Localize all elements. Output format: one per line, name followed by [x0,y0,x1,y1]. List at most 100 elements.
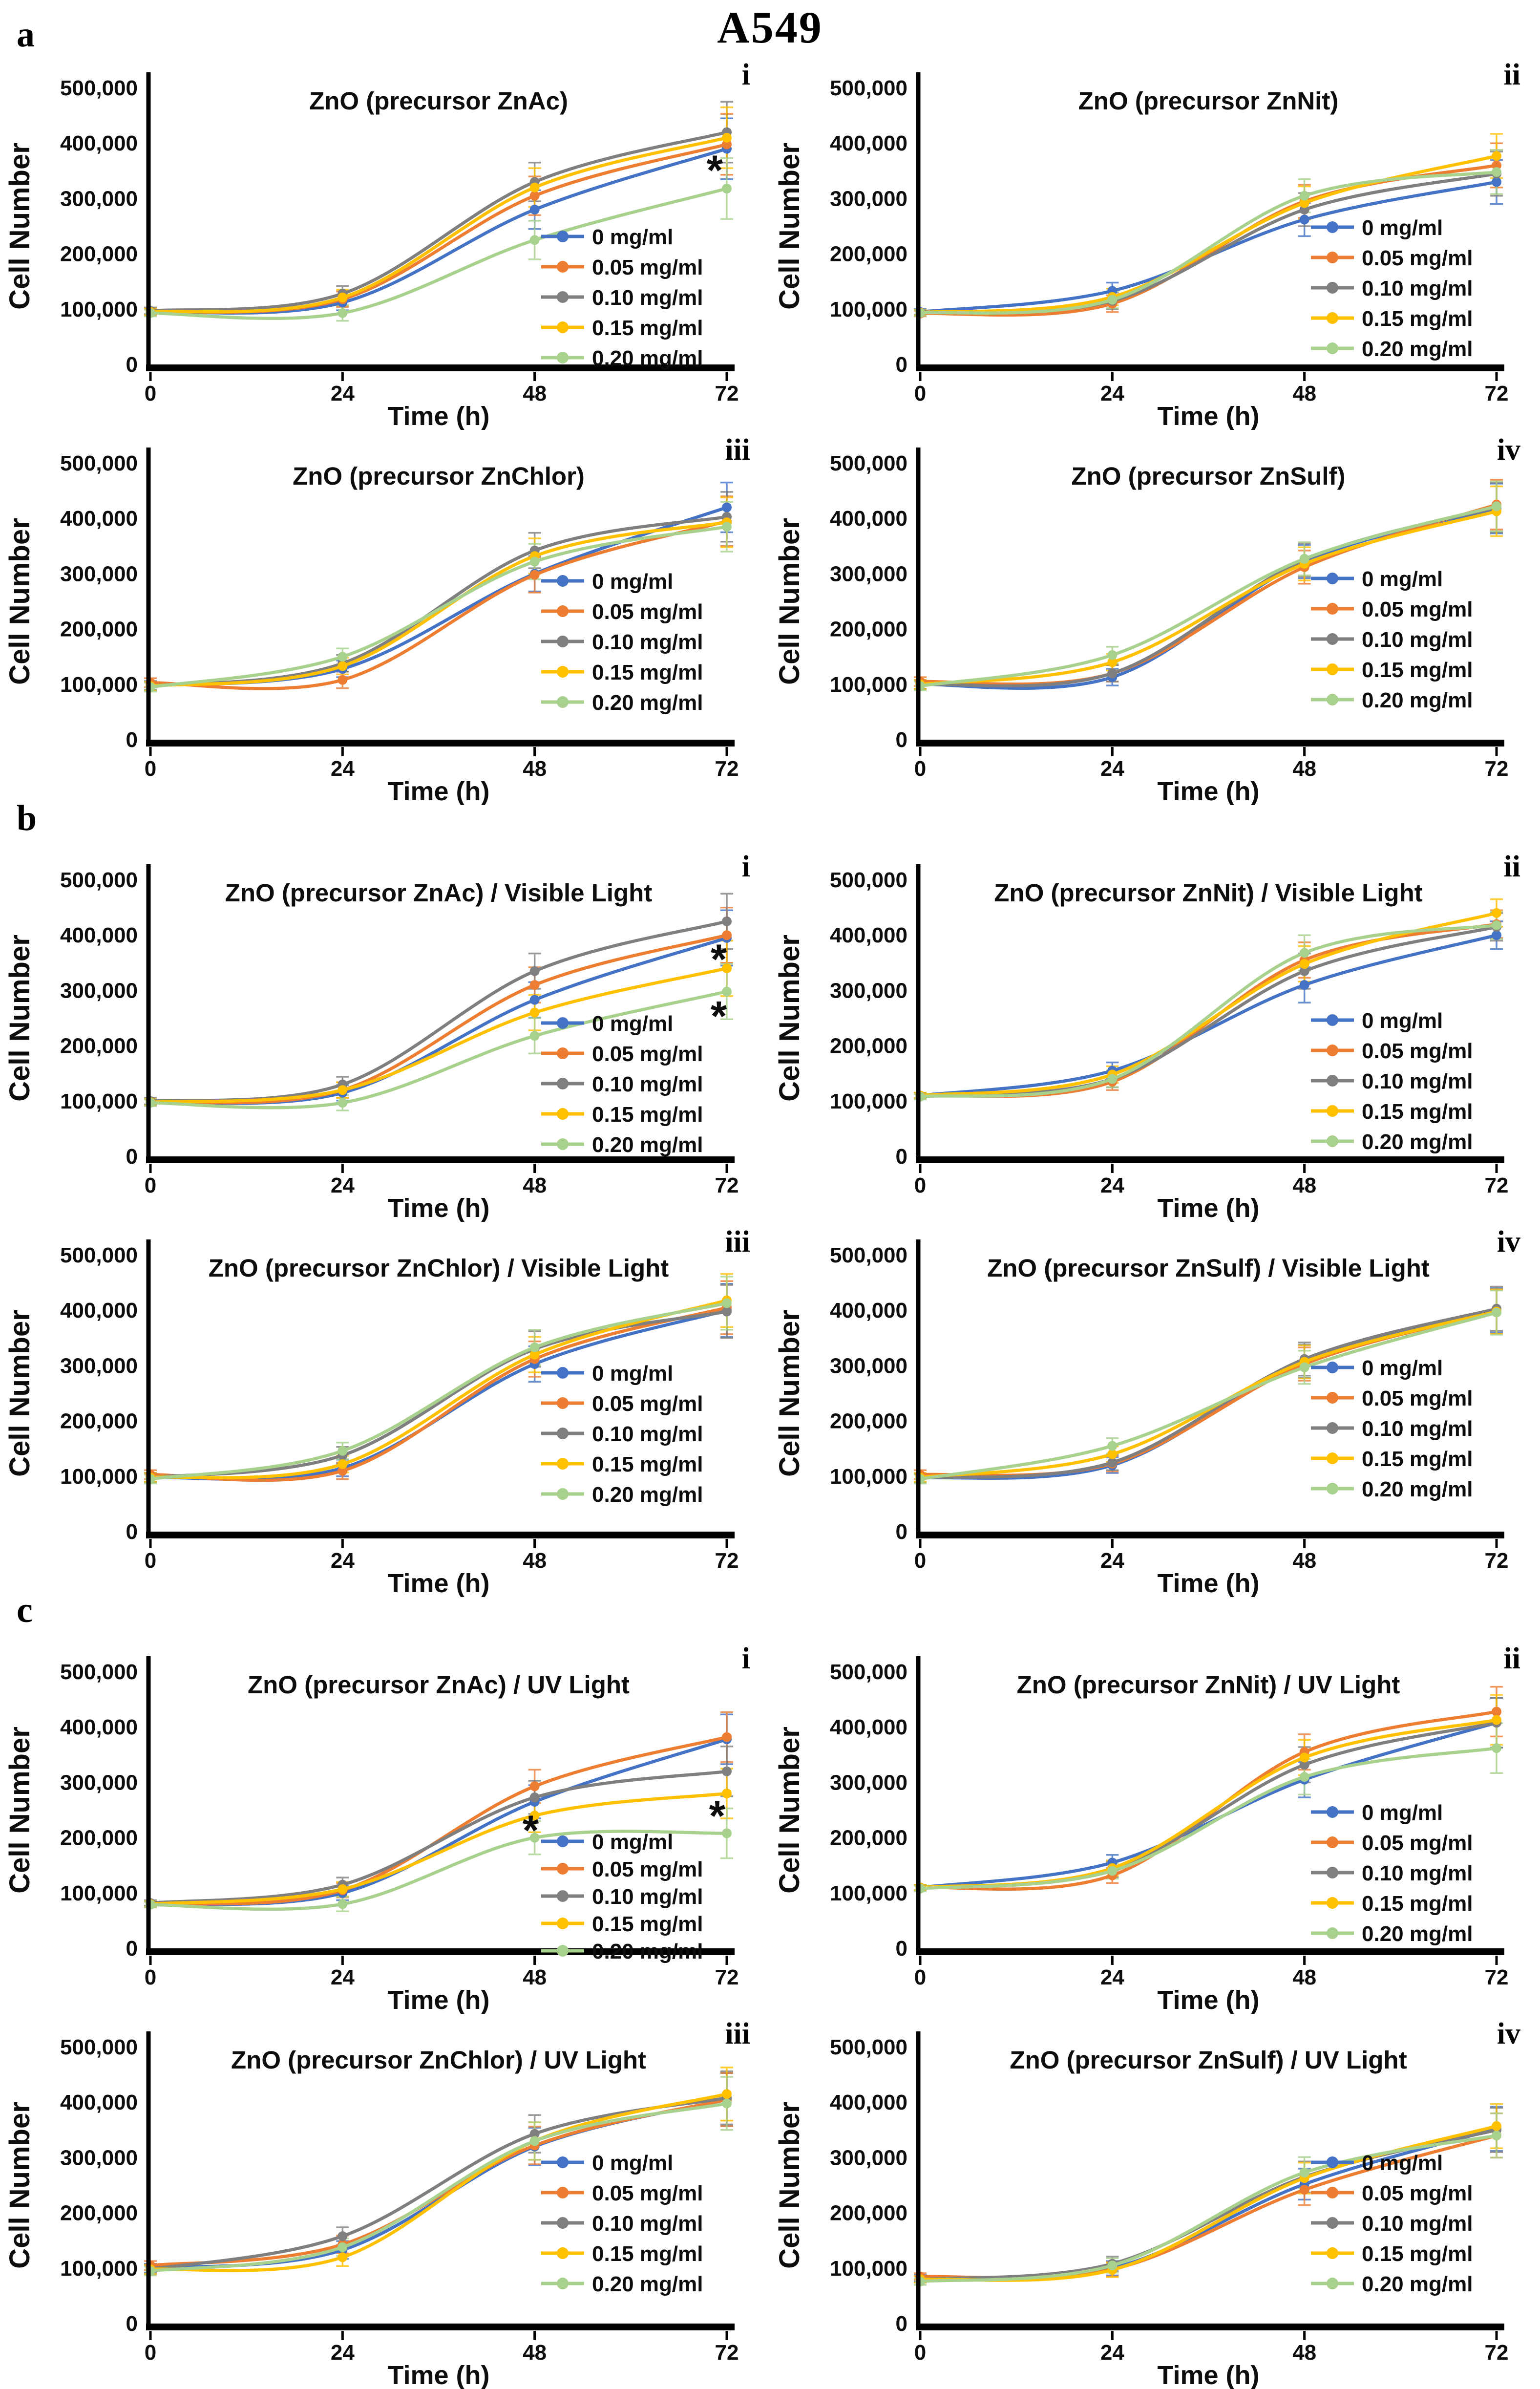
x-tick-label: 72 [715,1173,739,1197]
chart-cell-c-iv: iv 0 24 48 72 0 100,000 200,000 300,000 400,000 50… [770,2014,1540,2389]
data-point [1492,930,1501,940]
legend-label: 0.15 mg/ml [1362,2242,1473,2266]
legend-label: 0.20 mg/ml [592,346,703,370]
y-tick-label: 0 [126,728,138,752]
legend-dot-marker [557,2247,569,2259]
series-line [918,1311,1498,1481]
legend-dot-marker [1327,633,1338,645]
y-tick-label: 200,000 [830,1034,907,1058]
data-point [722,963,732,974]
data-point [338,293,348,302]
y-tick-label: 400,000 [60,1299,138,1322]
legend-item: 0.10 mg/ml [541,286,703,310]
data-point [722,1298,732,1308]
series-line [148,1299,729,1479]
x-axis-title: Time (h) [387,777,489,805]
legend-label: 0 mg/ml [592,225,673,249]
y-tick-label: 100,000 [60,1089,138,1113]
y-tick-label: 500,000 [60,451,138,475]
y-tick-label: 300,000 [60,1354,138,1378]
data-point [338,661,348,671]
legend-label: 0.10 mg/ml [592,630,703,654]
section-label-a: a [17,15,35,55]
chart-title: ZnO (precursor ZnAc) / Visible Light [225,879,653,907]
legend-item: 0.15 mg/ml [541,1103,703,1127]
legend-item: 0.15 mg/ml [541,316,703,340]
legend-label: 0 mg/ml [592,2151,673,2175]
legend-item: 0.15 mg/ml [1311,1447,1473,1471]
data-point [722,1732,732,1742]
y-tick-label: 500,000 [830,76,907,100]
x-tick-label: 72 [715,1549,739,1573]
panel-numeral-c-iv: iv [1497,2017,1520,2050]
chart-title: ZnO (precursor ZnChlor) / UV Light [231,2046,646,2074]
data-point [722,2089,732,2099]
data-point [338,2242,348,2252]
series-line [918,1307,1498,1480]
legend-dot-marker [1327,603,1338,615]
legend-item: 0.15 mg/ml [541,2242,703,2266]
legend-item: 0 mg/ml [1311,567,1443,591]
legend-dot-marker [1327,1806,1338,1818]
data-point [1492,151,1501,161]
section-b: b i 0 24 48 72 0 100,000 200,000 300,000 400,000 5… [0,800,1540,1597]
y-tick-label: 300,000 [60,187,138,211]
legend-item: 0 mg/ml [1311,1801,1443,1825]
legend-label: 0 mg/ml [1362,1801,1443,1825]
legend-dot-marker [557,1047,569,1059]
legend-dot-marker [1327,1362,1338,1373]
legend-dot-marker [1327,573,1338,584]
data-point [1107,1441,1118,1451]
data-point [529,1031,540,1041]
panel-numeral-b-i: i [741,850,750,883]
legend-dot-marker [557,1108,569,1120]
legend-dot-marker [1327,1836,1338,1848]
series-line [918,925,1498,1097]
x-tick-label: 72 [715,1965,739,1989]
legend-dot-marker [1327,221,1338,233]
data-point [1107,650,1118,660]
y-axis-title: Cell Number [774,1727,805,1894]
legend-item: 0.10 mg/ml [541,1072,703,1096]
legend-item: 0.15 mg/ml [1311,1892,1473,1916]
data-point [338,1459,348,1469]
data-point [1492,1706,1501,1717]
series-line [918,170,1498,315]
y-tick-label: 200,000 [60,618,138,641]
data-point [529,556,540,567]
legend-item: 0 mg/ml [1311,216,1443,240]
x-tick-label: 0 [145,757,156,781]
x-tick-label: 48 [1292,382,1316,405]
legend-label: 0.20 mg/ml [1362,688,1473,712]
section-c: c i 0 24 48 72 0 100,000 200,000 300,000 400,000 5… [0,1592,1540,2389]
data-point [338,1446,348,1456]
chart-c-ii: 0 24 48 72 0 100,000 200,000 300,000 400,000 500,… [774,1656,1508,2014]
legend-item: 0.10 mg/ml [1311,1417,1473,1441]
chart-title: ZnO (precursor ZnSulf) / Visible Light [987,1254,1430,1282]
legend-label: 0.20 mg/ml [1362,2272,1473,2296]
y-tick-label: 0 [896,2312,907,2336]
legend-item: 0.05 mg/ml [541,2181,703,2205]
legend-label: 0.10 mg/ml [1362,277,1473,300]
chart-cell-c-i: i 0 24 48 72 0 100,000 200,000 300,000 400,000 500… [0,1639,770,2014]
legend-item: 0.20 mg/ml [541,2272,703,2296]
chart-a-i: 0 24 48 72 0 100,000 200,000 300,000 400,000 500,… [4,72,738,430]
legend-item: 0 mg/ml [541,2151,673,2175]
data-point [722,502,732,512]
data-point [529,570,540,580]
legend-dot-marker [1327,1014,1338,1026]
legend-dot-marker [557,352,569,363]
y-tick-label: 0 [896,1145,907,1169]
y-axis-title: Cell Number [774,2102,805,2269]
y-tick-label: 0 [896,353,907,377]
x-tick-label: 24 [1100,1173,1124,1197]
chart-grid-a: i 0 24 48 72 0 100,000 200,000 300,000 400,000 500… [0,55,1540,805]
data-point [1299,966,1309,976]
x-tick-label: 48 [1292,1549,1316,1573]
series-line [148,525,729,689]
panel-numeral-b-iii: iii [725,1225,750,1258]
legend-item: 0.15 mg/ml [1311,2242,1473,2266]
data-point [722,132,732,143]
legend-dot-marker [557,2156,569,2168]
x-tick-label: 72 [1485,1549,1509,1573]
